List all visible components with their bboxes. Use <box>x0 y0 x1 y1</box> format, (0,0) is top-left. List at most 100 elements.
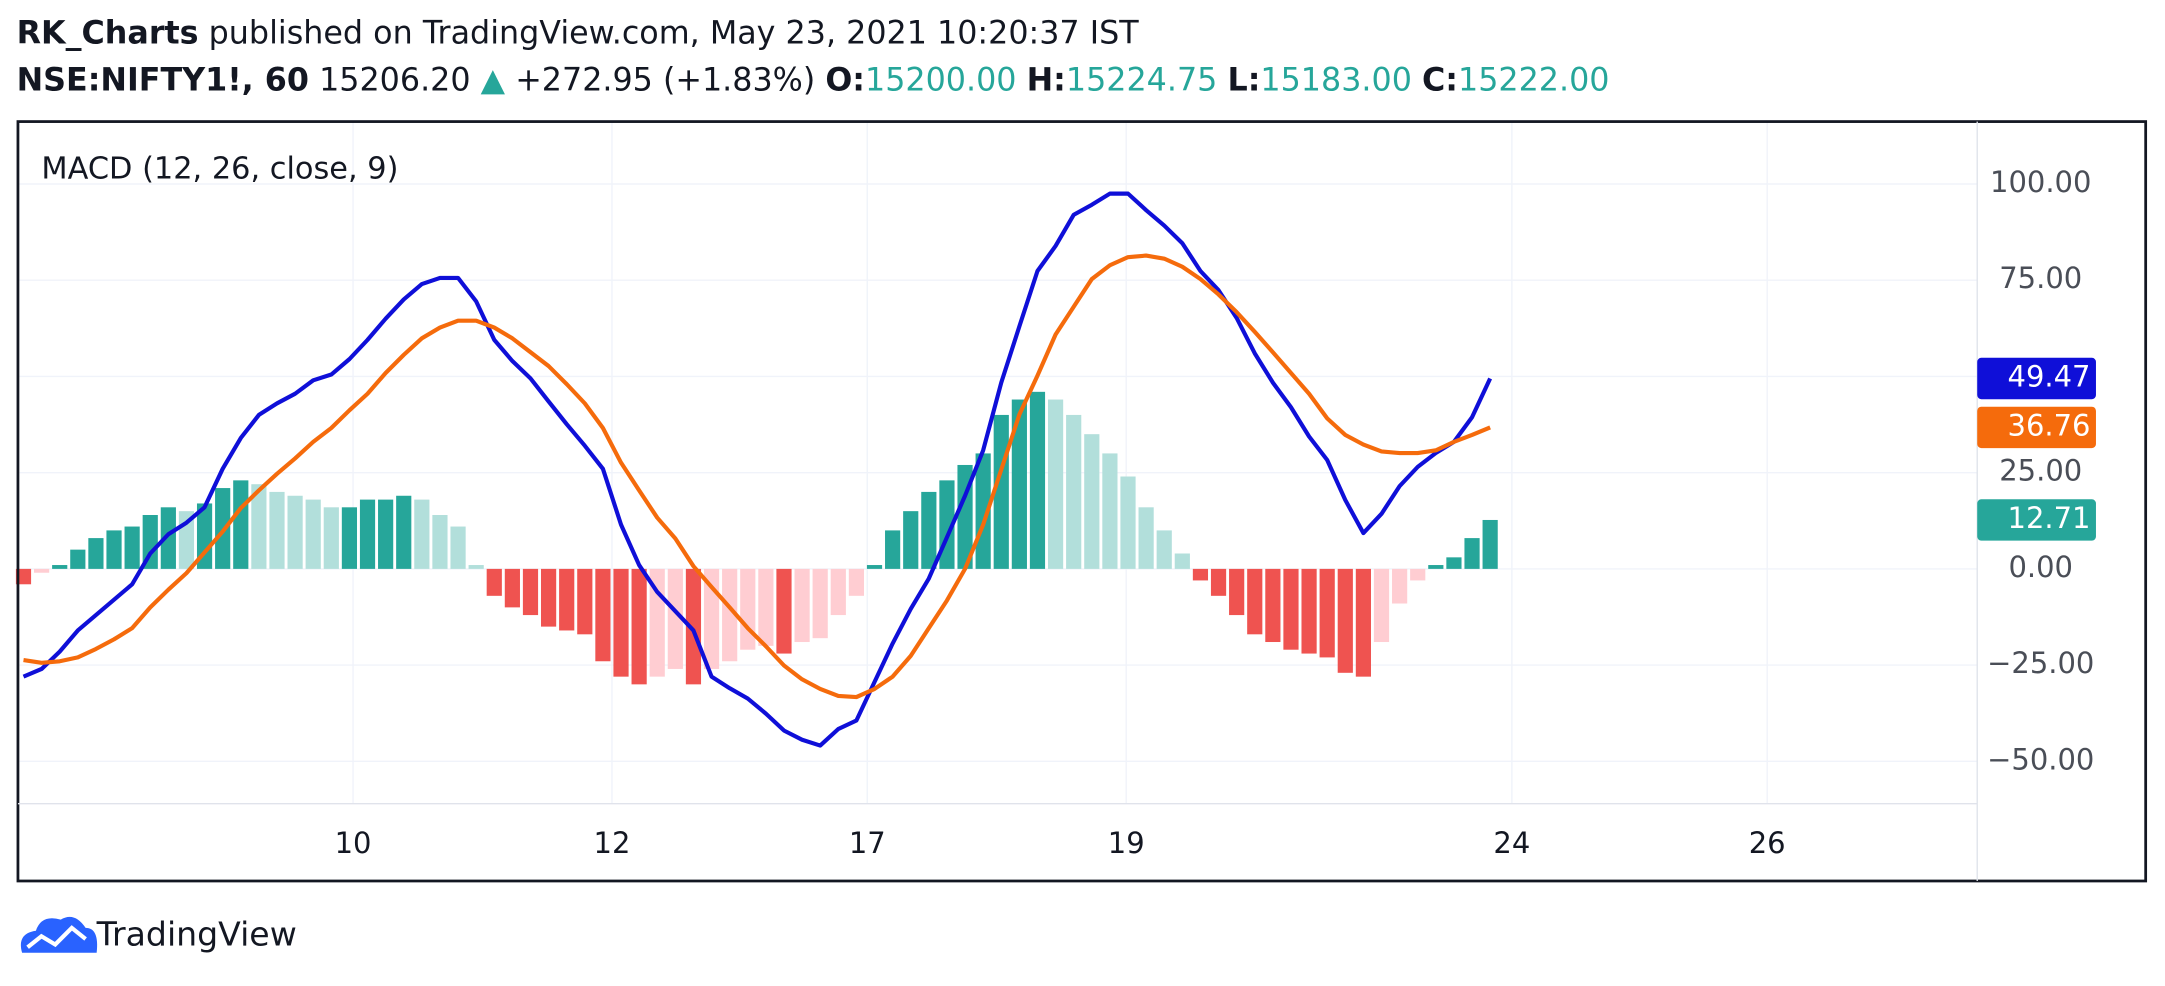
histogram-bar <box>341 507 358 569</box>
histogram-bar <box>1047 399 1064 569</box>
histogram-bar <box>1192 568 1209 581</box>
histogram-bar <box>504 568 520 608</box>
histogram-bar <box>378 499 394 569</box>
low-label: L: <box>1227 63 1260 99</box>
histogram-bar <box>830 568 846 616</box>
histogram-bar <box>1373 568 1390 643</box>
histogram-bar <box>142 515 158 569</box>
histogram-bar <box>432 515 448 569</box>
price: 15206.20 <box>319 63 471 99</box>
histogram-bar <box>396 495 412 569</box>
x-tick-label: 10 <box>335 826 372 860</box>
header-line-1: RK_Charts published on TradingView.com, … <box>17 16 1140 52</box>
histogram-bar <box>522 568 539 616</box>
histogram-bar <box>631 568 647 685</box>
histogram-bar <box>88 538 104 569</box>
histogram-bar <box>577 568 593 635</box>
published: published on TradingView.com, May 23, 20… <box>209 16 1140 52</box>
histogram-bar <box>885 530 901 569</box>
histogram-bar <box>1011 399 1027 569</box>
histogram-bar <box>1265 568 1281 643</box>
histogram-bar <box>921 491 937 569</box>
histogram-bar <box>15 568 32 585</box>
histogram-bar <box>667 568 683 669</box>
histogram-bar <box>305 499 321 569</box>
histogram-bar <box>52 565 68 569</box>
histogram-bar <box>1102 453 1118 569</box>
histogram-bar <box>1066 414 1082 569</box>
histogram-bar <box>866 565 883 569</box>
open-label: O: <box>825 63 865 99</box>
arrow: ▲ <box>481 63 506 99</box>
histogram-bar <box>196 503 213 569</box>
y-tick-label: 25.00 <box>1999 454 2082 488</box>
histogram-bar <box>1210 568 1227 596</box>
histogram-bar <box>758 568 774 646</box>
histogram-bar <box>559 568 575 631</box>
histogram-bar <box>1464 538 1480 569</box>
histogram-bar <box>1120 476 1136 569</box>
histogram-bar <box>975 453 991 569</box>
brand: TradingView <box>96 915 297 954</box>
low: 15183.00 <box>1260 63 1412 99</box>
change: +272.95 (+1.83%) <box>515 63 815 99</box>
histogram-bar <box>1410 568 1426 581</box>
histogram-bar <box>740 568 756 650</box>
histogram-bar <box>1084 434 1100 569</box>
histogram-bar <box>1283 568 1299 650</box>
price-tag-label: 49.47 <box>2008 359 2091 393</box>
histogram-bar <box>450 526 466 569</box>
y-tick-label: 0.00 <box>2008 550 2073 584</box>
price-tag-label: 36.76 <box>2008 408 2091 442</box>
x-tick-label: 19 <box>1108 826 1145 860</box>
histogram-bar <box>812 568 828 639</box>
histogram-bar <box>486 568 502 596</box>
line-series <box>23 253 1491 700</box>
histogram-bar <box>1355 568 1371 677</box>
histogram-bar <box>414 499 430 569</box>
histogram-bar <box>34 568 50 573</box>
price-tag <box>1977 406 2096 449</box>
histogram-bar <box>848 568 865 596</box>
histogram-bar <box>1029 391 1046 569</box>
x-tick-label: 26 <box>1749 826 1786 860</box>
y-tick-label: 100.00 <box>1990 165 2091 199</box>
histogram-bar <box>794 568 810 643</box>
header-line-2: NSE:NIFTY1!, 60 15206.20 ▲ +272.95 (+1.8… <box>17 63 1610 99</box>
frame <box>16 120 2148 883</box>
y-tick-label: 75.00 <box>1999 261 2082 295</box>
histogram-bar <box>1428 565 1444 569</box>
histogram-bar <box>1446 557 1462 569</box>
indicator-title: MACD (12, 26, close, 9) <box>41 151 398 186</box>
histogram-bar <box>359 499 376 569</box>
price-tag <box>1977 357 2096 400</box>
plot <box>15 121 1978 804</box>
histogram-bar <box>1174 553 1190 569</box>
histogram-bar <box>124 526 140 569</box>
histogram-bar <box>613 568 629 677</box>
histogram-bar <box>722 568 738 662</box>
histogram-bar <box>1319 568 1335 658</box>
histogram-bar <box>1156 530 1172 569</box>
histogram-bar <box>287 495 303 569</box>
y-tick-label: −25.00 <box>1987 646 2094 680</box>
histogram-bar <box>160 507 176 569</box>
x-tick-label: 24 <box>1493 826 1530 860</box>
histogram-bar <box>1138 507 1154 569</box>
histogram-bar <box>1392 568 1408 604</box>
histogram-bar <box>323 507 339 569</box>
histogram-bar <box>468 565 484 569</box>
high: 15224.75 <box>1066 63 1218 99</box>
close: 15222.00 <box>1458 63 1610 99</box>
symbol: NSE:NIFTY1!, 60 <box>17 63 309 99</box>
histogram-bar <box>1337 568 1353 673</box>
histogram-bar <box>1482 519 1498 569</box>
histogram-bar <box>233 480 249 569</box>
histogram-bar <box>1229 568 1245 616</box>
histogram-bar <box>776 568 792 654</box>
histogram-bar <box>70 549 86 569</box>
y-tick-label: −50.00 <box>1987 742 2094 776</box>
histogram-bar <box>269 491 285 569</box>
histogram-bar <box>595 568 611 662</box>
